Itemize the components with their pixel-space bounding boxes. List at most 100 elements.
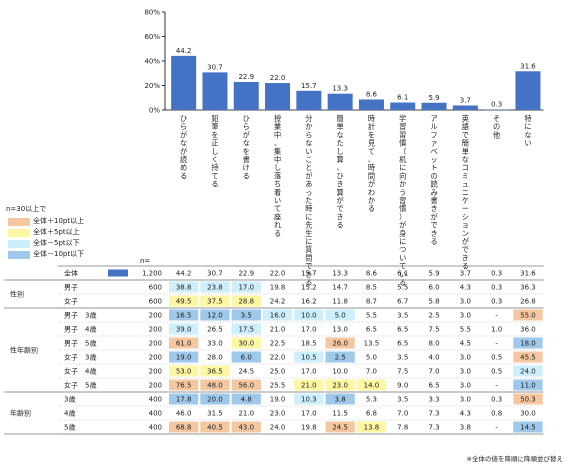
table-cell-value: 13.8 bbox=[364, 424, 380, 432]
table-row-label: 全体 bbox=[64, 269, 78, 278]
table-cell-value: 22.9 bbox=[238, 270, 254, 278]
table-cell-value: 40.5 bbox=[207, 424, 223, 432]
table-cell-highlight bbox=[231, 295, 261, 307]
table-cell-value: 45.5 bbox=[520, 354, 536, 362]
bar bbox=[296, 90, 322, 110]
table-cell-highlight bbox=[294, 393, 324, 405]
bar-value-label: 8.6 bbox=[366, 90, 378, 98]
table-cell-value: 7.5 bbox=[397, 368, 408, 376]
table-row-n: 600 bbox=[149, 298, 162, 306]
table-cell-value: 36.5 bbox=[207, 368, 223, 376]
table-cell-value: 20.0 bbox=[207, 396, 223, 404]
table-cell-value: 28.8 bbox=[238, 298, 254, 306]
legend-label-plus10: 全体＋10pt以上 bbox=[33, 217, 85, 225]
table-cell-value: 14.5 bbox=[520, 424, 536, 432]
table-row-n: 400 bbox=[149, 424, 162, 432]
table-cell-value: 3.0 bbox=[460, 396, 471, 404]
table-cell-value: 21.0 bbox=[301, 382, 317, 390]
table-cell-value: 13.0 bbox=[332, 326, 348, 334]
table-cell-highlight bbox=[513, 337, 543, 349]
bar-value-label: 22.0 bbox=[270, 74, 286, 82]
table-cell-value: 5.0 bbox=[366, 354, 377, 362]
table-cell-value: 26.0 bbox=[332, 340, 348, 348]
table-cell-value: 17.0 bbox=[238, 284, 254, 292]
legend-label-minus5: 全体－5pt以下 bbox=[33, 239, 80, 247]
bar bbox=[233, 81, 259, 110]
table-cell-value: 7.0 bbox=[397, 410, 408, 418]
table-cell-value: 3.5 bbox=[241, 312, 252, 320]
table-cell-highlight bbox=[231, 421, 261, 433]
table-cell-value: 76.5 bbox=[176, 382, 192, 390]
table-cell-highlight bbox=[356, 421, 387, 433]
bar-value-label: 30.7 bbox=[207, 63, 223, 71]
table-row-n: 200 bbox=[149, 368, 162, 376]
table-cell-value: 2.5 bbox=[335, 354, 346, 362]
table-cell-value: 19.8 bbox=[301, 424, 317, 432]
table-cell-value: 38.8 bbox=[176, 284, 192, 292]
table-cell-value: 8.7 bbox=[366, 298, 377, 306]
table-group-label: 年齢別 bbox=[10, 409, 31, 418]
table-row-n: 200 bbox=[149, 354, 162, 362]
legend-item-plus10: 全体＋10pt以上 bbox=[8, 216, 84, 227]
table-row-n: 400 bbox=[149, 410, 162, 418]
table-cell-value: 6.0 bbox=[428, 284, 439, 292]
bar bbox=[515, 71, 541, 110]
chart-legend: n=30以上で 全体＋10pt以上 全体＋5pt以上 全体－5pt以下 全体－1… bbox=[6, 206, 84, 260]
table-cell-highlight bbox=[169, 337, 199, 349]
table-cell-value: 24.2 bbox=[270, 298, 286, 306]
table-cell-highlight bbox=[356, 379, 387, 391]
table-cell-value: 14.0 bbox=[364, 382, 380, 390]
table-cell-highlight bbox=[231, 393, 261, 405]
table-row-label: 男子 5歳 bbox=[64, 339, 96, 348]
table-cell-value: 48.0 bbox=[207, 382, 223, 390]
legend-swatch-plus10 bbox=[8, 217, 30, 226]
table-cell-highlight bbox=[169, 365, 199, 377]
table-row-n: 1,200 bbox=[142, 270, 162, 278]
table-cell-highlight bbox=[513, 351, 543, 363]
table-cell-highlight bbox=[169, 393, 199, 405]
table-row-n: 200 bbox=[149, 382, 162, 390]
category-label: 分からないことがあった時に先生に質問できる bbox=[305, 114, 312, 287]
table-cell-highlight bbox=[513, 309, 543, 321]
table-cell-highlight bbox=[200, 421, 230, 433]
table-cell-value: 36.3 bbox=[520, 284, 536, 292]
table-row-label: 3歳 bbox=[64, 395, 75, 404]
table-cell-highlight bbox=[231, 323, 261, 335]
table-row-label: 女子 5歳 bbox=[64, 381, 96, 390]
table-cell-value: 30.7 bbox=[207, 270, 223, 278]
table-cell-value: 18.5 bbox=[301, 340, 317, 348]
table-cell-value: - bbox=[495, 382, 498, 390]
bar bbox=[421, 102, 447, 110]
table-cell-value: 17.5 bbox=[238, 326, 254, 334]
table-cell-value: 10.0 bbox=[301, 312, 317, 320]
y-tick-label: 0% bbox=[149, 107, 160, 115]
bar-value-label: 3.7 bbox=[460, 96, 471, 104]
table-cell-value: 30.0 bbox=[238, 340, 254, 348]
table-cell-highlight bbox=[200, 295, 230, 307]
table-cell-value: 5.0 bbox=[335, 312, 346, 320]
table-cell-highlight bbox=[231, 351, 261, 363]
table-cell-value: 56.0 bbox=[238, 382, 254, 390]
legend-swatch-minus10 bbox=[8, 250, 30, 259]
bar-value-label: 6.1 bbox=[397, 94, 408, 102]
table-cell-value: 0.3 bbox=[491, 298, 502, 306]
table-cell-value: 6.5 bbox=[428, 382, 439, 390]
table-cell-value: 3.0 bbox=[460, 354, 471, 362]
legend-label-plus5: 全体＋5pt以上 bbox=[33, 228, 80, 236]
bar-value-label: 5.9 bbox=[428, 94, 439, 102]
table-row-n: 200 bbox=[149, 326, 162, 334]
table-cell-value: 6.8 bbox=[366, 410, 377, 418]
table-cell-value: 7.8 bbox=[397, 424, 408, 432]
table-cell-value: 11.8 bbox=[332, 298, 348, 306]
table-cell-value: 1.0 bbox=[491, 326, 502, 334]
table-cell-highlight bbox=[325, 351, 355, 363]
table-row-label: 女子 3歳 bbox=[64, 353, 96, 362]
table-cell-highlight bbox=[169, 323, 199, 335]
table-cell-highlight bbox=[169, 281, 199, 293]
table-cell-value: 39.0 bbox=[176, 326, 192, 334]
table-row-n: 400 bbox=[149, 396, 162, 404]
table-cell-highlight bbox=[200, 281, 230, 293]
table-cell-value: 3.7 bbox=[460, 270, 471, 278]
table-cell-value: 6.7 bbox=[397, 298, 408, 306]
table-cell-value: 24.5 bbox=[238, 368, 254, 376]
